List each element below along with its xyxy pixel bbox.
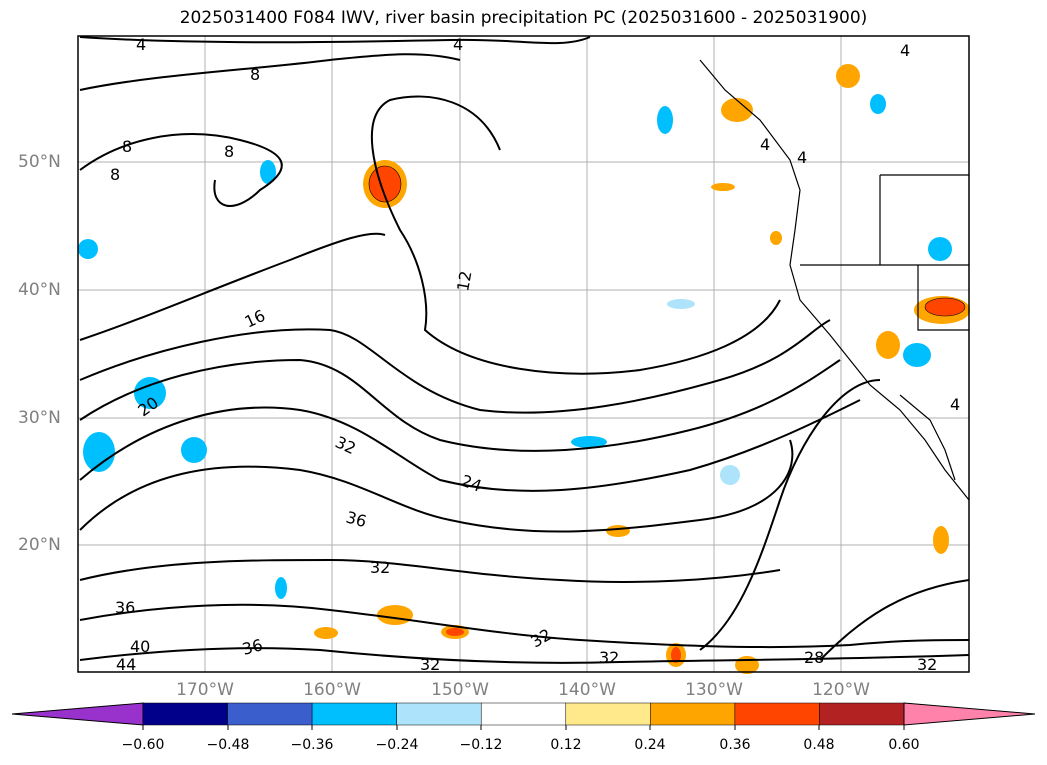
colorbar-segment xyxy=(396,702,482,726)
contour-label: 4 xyxy=(760,135,770,154)
contour-label: 4 xyxy=(797,148,807,167)
colorbar-extend-left xyxy=(11,702,144,726)
lat-label: 50°N xyxy=(18,152,61,172)
gridlines xyxy=(78,36,969,672)
lon-label: 150°W xyxy=(431,680,489,700)
lat-label: 30°N xyxy=(18,408,61,428)
contour-label: 8 xyxy=(250,65,260,84)
lon-label: 130°W xyxy=(685,680,743,700)
colorbar xyxy=(11,702,1036,730)
coastlines xyxy=(699,59,970,501)
contour-label: 8 xyxy=(224,142,234,161)
colorbar-tick-label: 0.12 xyxy=(550,737,582,753)
map-frame xyxy=(77,35,970,673)
colorbar-tick-label: −0.12 xyxy=(459,737,503,753)
precip-anomalies xyxy=(78,64,970,674)
contour-label: 32 xyxy=(599,648,619,667)
contour-label: 36 xyxy=(344,508,369,532)
contour-label: 36 xyxy=(240,635,265,659)
colorbar-segment xyxy=(650,702,736,726)
colorbar-tick-label: −0.48 xyxy=(206,737,250,753)
contour-label: 32 xyxy=(370,558,390,577)
contour-label: 4 xyxy=(900,41,910,60)
contour-label: 36 xyxy=(115,598,135,617)
contour-label-group: 4 4 8 8 8 8 4 4 4 12 16 20 32 24 36 32 3… xyxy=(110,35,960,674)
lon-label: 140°W xyxy=(558,680,616,700)
contour-label: 44 xyxy=(116,655,136,674)
chart-title: 2025031400 F084 IWV, river basin precipi… xyxy=(179,8,868,28)
lon-label: 170°W xyxy=(176,680,234,700)
lat-label: 40°N xyxy=(18,280,61,300)
colorbar-tick-label: −0.24 xyxy=(375,737,419,753)
contour-label: 4 xyxy=(453,35,463,54)
colorbar-segment xyxy=(734,702,820,726)
colorbar-segment xyxy=(311,702,397,726)
colorbar-tick-label: 0.36 xyxy=(719,737,751,753)
contour-label: 28 xyxy=(804,648,824,667)
contour-label: 32 xyxy=(420,655,440,674)
colorbar-tick-label: 0.48 xyxy=(803,737,835,753)
contour-label: 4 xyxy=(136,35,146,54)
contour-label: 32 xyxy=(917,655,937,674)
iwv-contours xyxy=(79,36,970,664)
colorbar-extend-right xyxy=(903,702,1036,726)
map-area xyxy=(78,36,969,672)
colorbar-segments xyxy=(142,702,905,726)
colorbar-segment xyxy=(819,702,905,726)
contour-label: 4 xyxy=(950,395,960,414)
colorbar-tick-label: −0.60 xyxy=(121,737,165,753)
lon-label: 120°W xyxy=(812,680,870,700)
contour-label: 8 xyxy=(122,137,132,156)
contour-label: 40 xyxy=(130,637,150,656)
colorbar-ticks xyxy=(142,725,905,730)
lon-label: 160°W xyxy=(303,680,361,700)
colorbar-segment xyxy=(565,702,651,726)
colorbar-tick-label: 0.60 xyxy=(888,737,920,753)
colorbar-tick-label: 0.24 xyxy=(634,737,666,753)
contour-label: 8 xyxy=(110,165,120,184)
colorbar-segment xyxy=(142,702,228,726)
lat-label: 20°N xyxy=(18,535,61,555)
colorbar-segment xyxy=(480,702,567,726)
colorbar-tick-label: −0.36 xyxy=(290,737,334,753)
contour-label: 12 xyxy=(453,269,475,292)
colorbar-segment xyxy=(227,702,313,726)
